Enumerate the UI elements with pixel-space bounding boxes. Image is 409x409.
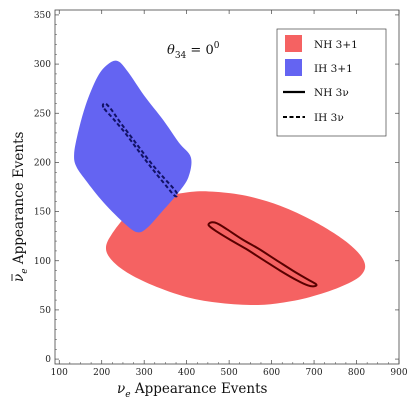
x-tick-label: 200: [93, 368, 110, 378]
theta-equals: = 0: [186, 43, 213, 58]
y-ticks: 0 50 100 150 200 250 300 350: [34, 11, 399, 365]
region-nh-3plus1: [105, 191, 366, 305]
y-tick-label: 150: [34, 208, 51, 218]
legend-label-ih-3plus1: IH 3+1: [314, 63, 353, 75]
y-tick-label: 350: [34, 11, 51, 21]
y-tick-label: 300: [34, 60, 51, 70]
legend-swatch-ih-3plus1: [285, 59, 302, 76]
x-axis-text: Appearance Events: [131, 381, 268, 397]
contour-ih-3nu: [101, 102, 179, 198]
legend-swatch-nh-3plus1: [285, 35, 302, 52]
x-tick-label: 400: [178, 368, 195, 378]
contour-lines: [101, 102, 318, 288]
y-axis-title-group: νe Appearance Events: [11, 131, 30, 282]
y-tick-label: 0: [45, 355, 51, 365]
x-tick-label: 300: [136, 368, 153, 378]
x-tick-label: 700: [305, 368, 322, 378]
legend-label-nh-3nu: NH 3ν: [314, 87, 349, 99]
theta-superscript: 0: [214, 41, 220, 51]
y-axis-symbol: ν: [11, 274, 27, 282]
theta-symbol: θ: [167, 43, 175, 58]
contour-nh-3nu: [207, 221, 318, 288]
legend-label-ih-3nu: IH 3ν: [314, 112, 344, 124]
theta-annotation: θ34 = 00: [167, 41, 220, 61]
y-tick-label: 100: [34, 257, 51, 267]
y-tick-label: 200: [34, 158, 51, 168]
legend-label-nh-3plus1: NH 3+1: [314, 39, 358, 51]
y-axis-subscript: e: [20, 268, 30, 273]
x-tick-label: 900: [390, 368, 407, 378]
theta-subscript: 34: [175, 51, 187, 61]
y-axis-text: Appearance Events: [11, 131, 27, 268]
x-tick-label: 500: [221, 368, 238, 378]
x-tick-label: 100: [51, 368, 68, 378]
y-tick-label: 50: [40, 306, 52, 316]
x-tick-label: 800: [348, 368, 365, 378]
x-tick-label: 600: [263, 368, 280, 378]
y-axis-title: νe Appearance Events: [11, 131, 30, 282]
x-ticks: 100 200 300 400 500 600 700 800 900: [51, 10, 408, 378]
plot-frame: [54, 9, 400, 365]
y-tick-label: 250: [34, 109, 51, 119]
x-axis-subscript: e: [125, 390, 130, 400]
x-axis-title: νe Appearance Events: [117, 381, 268, 400]
legend: NH 3+1 IH 3+1 NH 3ν IH 3ν: [276, 28, 387, 137]
x-axis-symbol: ν: [117, 381, 125, 397]
